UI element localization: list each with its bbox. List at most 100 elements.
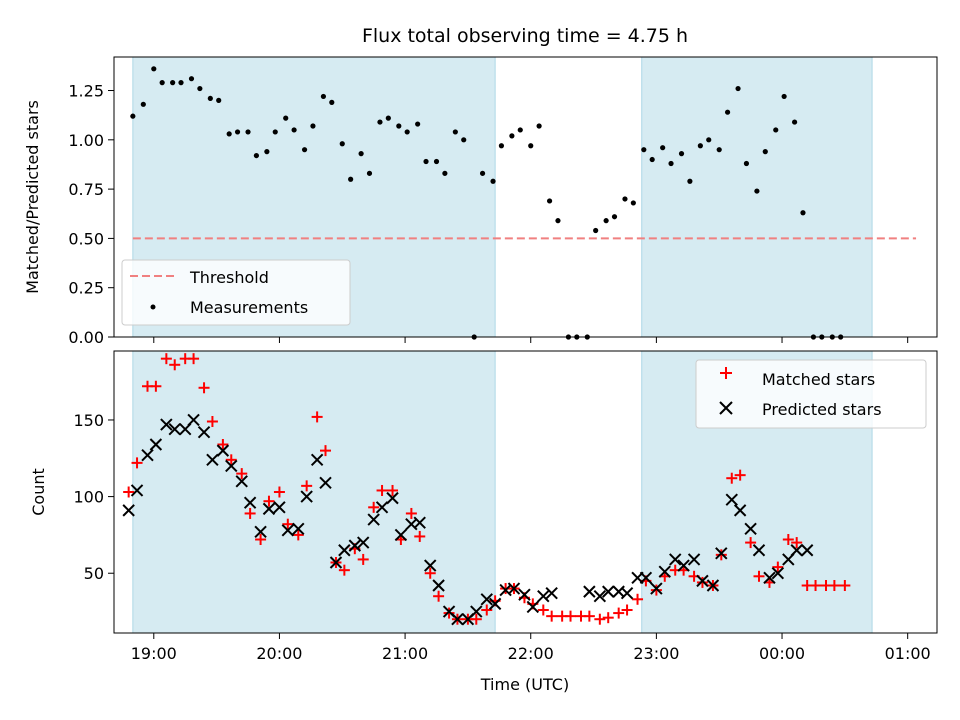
predicted-point	[790, 544, 803, 557]
measurement-point	[773, 127, 779, 133]
bottom-x-ticks: 19:00 20:00 21:00 22:00 23:00 00:00 01:00	[131, 633, 931, 663]
measurement-point	[461, 137, 467, 143]
measurement-point	[716, 147, 722, 153]
matched-point	[263, 495, 275, 507]
predicted-point	[300, 490, 313, 503]
matched-point	[546, 610, 558, 622]
matched-point	[613, 607, 625, 619]
predicted-point	[329, 556, 343, 569]
count-panel: 50 100 150 19:00 20:00 21:00 22:00 23:00 00:00 0…	[29, 350, 938, 694]
x-tick-label: 23:00	[633, 644, 679, 663]
matched-point	[443, 607, 455, 619]
measurement-point	[697, 143, 703, 149]
x-tick-label: 22:00	[508, 644, 554, 663]
matched-point	[368, 501, 380, 513]
predicted-point	[715, 547, 728, 560]
measurement-point	[140, 101, 146, 107]
measurement-point	[264, 149, 270, 155]
predicted-point	[545, 586, 558, 600]
measurement-point	[528, 143, 534, 149]
matched-point	[150, 380, 162, 392]
measurement-point	[358, 151, 364, 157]
measurement-point	[593, 227, 599, 234]
predicted-point	[122, 504, 135, 517]
measurement-point	[678, 151, 685, 157]
matched-point	[225, 454, 237, 466]
measurement-point	[404, 129, 410, 135]
top-legend-box	[121, 259, 351, 326]
predicted-point	[367, 513, 380, 526]
predicted-point	[348, 539, 362, 552]
predicted-point	[537, 590, 550, 603]
predicted-point	[225, 459, 238, 473]
predicted-point	[800, 544, 814, 557]
matched-point	[282, 518, 294, 530]
bottom-legend-box	[695, 359, 927, 429]
matched-point	[583, 610, 595, 622]
matched-point	[537, 604, 549, 616]
predicted-point	[243, 496, 257, 509]
predicted-point	[168, 422, 181, 436]
predicted-point	[526, 600, 540, 614]
matched-point	[839, 579, 851, 591]
matched-point	[169, 359, 181, 371]
predicted-point	[394, 528, 408, 542]
predicted-point	[480, 593, 493, 606]
predicted-point	[771, 567, 785, 580]
predicted-point	[206, 453, 219, 467]
measurement-point	[800, 210, 806, 216]
predicted-point	[338, 544, 351, 557]
matched-point	[810, 579, 822, 591]
predicted-point	[752, 544, 766, 557]
matched-point	[255, 534, 267, 546]
measurement-point	[536, 123, 542, 129]
predicted-point	[262, 502, 276, 516]
predicted-point	[197, 426, 211, 439]
matched-point	[734, 469, 746, 481]
ratio-panel: 0.00 0.25 0.50 0.75 1.00 1.25 Flux total obse…	[23, 25, 938, 347]
predicted-point	[130, 484, 144, 497]
matched-point	[753, 570, 765, 582]
x-tick-label: 19:00	[131, 644, 177, 663]
predicted-point	[160, 418, 173, 431]
predicted-point	[319, 476, 332, 490]
x-tick-label: 21:00	[382, 644, 428, 663]
predicted-point	[733, 504, 747, 517]
matched-point	[244, 507, 256, 519]
matched-point	[424, 567, 436, 579]
bottom-y-axis-label: Count	[29, 468, 48, 516]
measurement-point	[630, 200, 636, 206]
matched-point	[236, 468, 248, 480]
legend-label-matched: Matched stars	[762, 370, 875, 389]
measurement-point	[452, 129, 458, 135]
predicted-point	[639, 571, 653, 585]
measurement-point	[339, 141, 345, 147]
matched-point	[715, 549, 727, 561]
bottom-y-tick-label: 100	[73, 488, 104, 507]
measurement-point	[178, 80, 184, 86]
measurement-point	[415, 121, 421, 127]
matched-point	[123, 486, 135, 498]
top-y-tick-label: 1.25	[68, 82, 104, 101]
measurement-point	[433, 158, 440, 165]
predicted-point	[235, 475, 248, 488]
matched-point	[320, 445, 332, 457]
matched-point	[650, 584, 662, 596]
measurement-point	[754, 188, 760, 194]
measurement-point	[216, 97, 222, 103]
legend-label-measurements: Measurements	[190, 298, 308, 317]
measurement-point	[509, 133, 515, 139]
measurement-point	[159, 80, 165, 86]
measurement-point	[253, 152, 260, 159]
predicted-point	[658, 565, 671, 578]
predicted-point	[216, 444, 230, 457]
legend-label-predicted: Predicted stars	[762, 400, 882, 419]
top-y-tick-label: 0.75	[68, 180, 104, 199]
measurement-point	[791, 119, 798, 125]
top-y-axis-label: Matched/Predicted stars	[23, 100, 42, 294]
predicted-point	[149, 438, 163, 451]
measurement-point	[396, 123, 402, 129]
bottom-legend: Matched stars Predicted stars	[695, 359, 927, 429]
predicted-point	[706, 579, 720, 592]
matched-point	[565, 610, 577, 622]
